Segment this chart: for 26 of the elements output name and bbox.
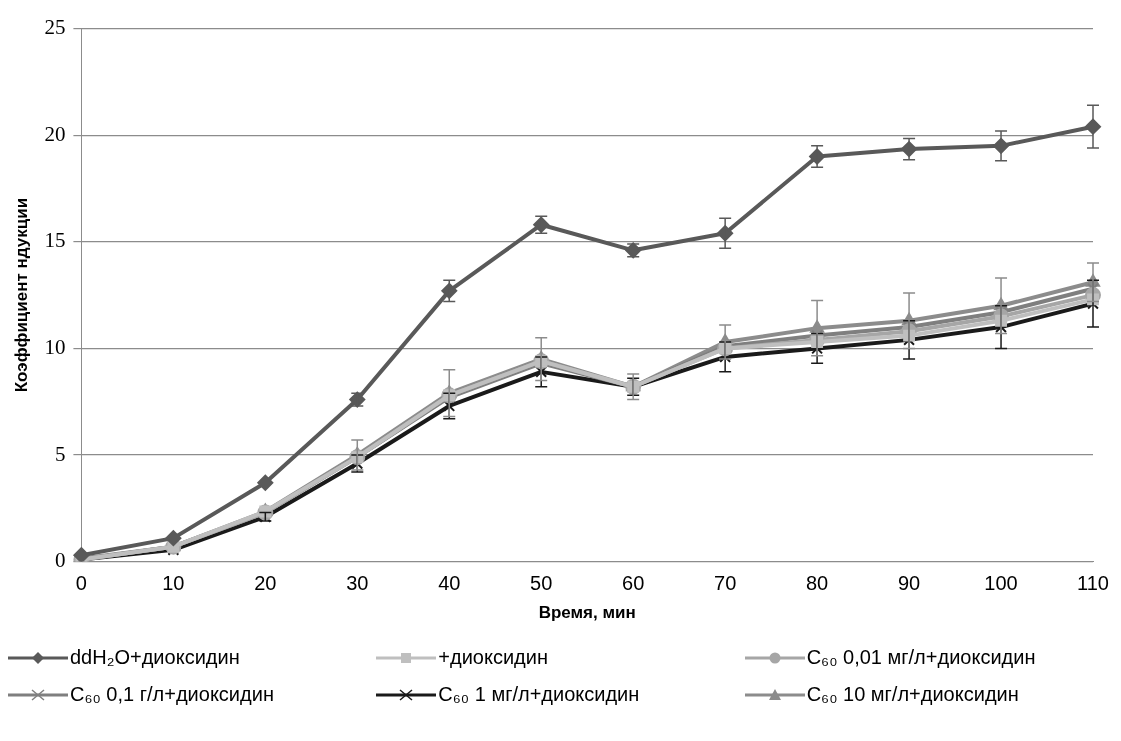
x-tick-label: 20 — [254, 572, 277, 595]
x-tick-label: 70 — [714, 572, 737, 595]
x-tick-label: 80 — [805, 572, 829, 595]
x-tick-label: 0 — [75, 572, 87, 595]
y-tick-label: 25 — [44, 15, 66, 40]
x-tick-label: 40 — [438, 572, 461, 595]
y-axis-title: Коэффициент ндукции — [11, 197, 31, 393]
y-tick-label: 0 — [54, 548, 66, 573]
legend-label: C₆₀ 0,1 г/л+диоксидин — [70, 683, 274, 706]
x-tick-label: 30 — [346, 572, 369, 595]
y-tick-label: 5 — [54, 441, 66, 466]
legend-label: C₆₀ 0,01 мг/л+диоксидин — [806, 646, 1036, 669]
x-tick-label: 10 — [162, 572, 185, 595]
y-tick-label: 10 — [44, 334, 66, 359]
x-axis-title: Время, мин — [538, 603, 636, 623]
legend-label: ddH₂O+диоксидин — [70, 646, 240, 669]
legend-label: C₆₀ 1 мг/л+диоксидин — [438, 683, 640, 706]
y-tick-label: 15 — [44, 228, 66, 253]
legend-label: +диоксидин — [438, 646, 549, 669]
x-tick-label: 110 — [1077, 572, 1109, 595]
x-tick-label: 100 — [984, 572, 1018, 595]
y-tick-label: 20 — [44, 121, 66, 146]
x-tick-label: 60 — [622, 572, 645, 595]
legend-label: C₆₀ 10 мг/л+диоксидин — [806, 683, 1019, 706]
x-tick-label: 50 — [530, 572, 553, 595]
x-tick-label: 90 — [897, 572, 921, 595]
